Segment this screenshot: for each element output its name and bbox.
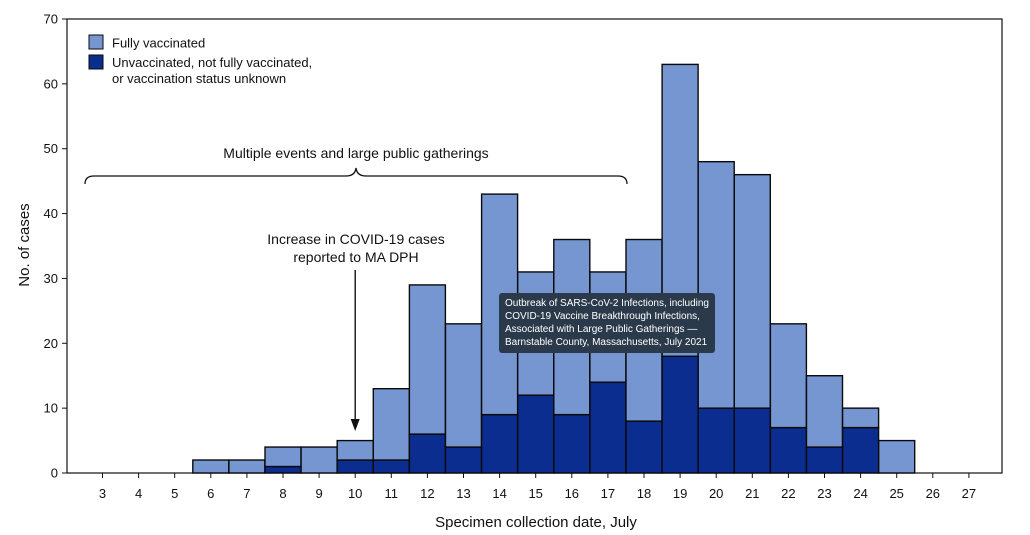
y-tick-label: 0 — [51, 466, 58, 481]
bar-fully-vaccinated — [264, 446, 302, 468]
annotations: Multiple events and large public gatheri… — [84, 145, 628, 431]
bar-unvaccinated — [444, 446, 483, 474]
x-tick-label: 26 — [926, 486, 940, 501]
x-tick-label: 11 — [385, 486, 399, 501]
x-tick-label: 25 — [889, 486, 903, 501]
x-tick-label: 5 — [171, 486, 178, 501]
bar-fully-vaccinated — [192, 459, 230, 474]
x-tick-label: 4 — [135, 486, 142, 501]
bar-unvaccinated — [480, 413, 519, 474]
bar-unvaccinated — [625, 420, 663, 474]
bar-unvaccinated — [372, 459, 410, 474]
x-tick-label: 27 — [962, 486, 976, 501]
bar-fully-vaccinated — [878, 439, 916, 474]
y-tick-label: 70 — [44, 12, 58, 27]
y-tick-label: 50 — [44, 141, 58, 156]
x-tick-label: 18 — [637, 486, 651, 501]
x-tick-label: 9 — [315, 486, 322, 501]
bar-unvaccinated — [697, 407, 735, 474]
x-tick-label: 8 — [279, 486, 286, 501]
bar-fully-vaccinated — [697, 160, 735, 409]
legend-label-unvaccinated-line2: or vaccination status unknown — [112, 71, 286, 86]
x-tick-label: 12 — [420, 486, 434, 501]
y-tick-label: 40 — [44, 206, 58, 221]
increase-arrow-head — [350, 419, 360, 431]
x-axis-title: Specimen collection date, July — [435, 514, 637, 531]
bar-unvaccinated — [841, 426, 880, 474]
gatherings-brace — [84, 167, 628, 185]
bar-fully-vaccinated — [769, 323, 808, 429]
x-tick-label: 10 — [348, 486, 362, 501]
x-tick-label: 20 — [709, 486, 723, 501]
legend-label-fully-vaccinated: Fully vaccinated — [112, 36, 205, 51]
x-tick-label: 15 — [528, 486, 542, 501]
y-tick-label: 30 — [44, 271, 58, 286]
x-tick-label: 16 — [565, 486, 579, 501]
bar-fully-vaccinated — [228, 459, 266, 474]
bar-fully-vaccinated — [408, 284, 447, 435]
x-tick-label: 21 — [745, 486, 759, 501]
bar-fully-vaccinated — [444, 323, 483, 448]
bar-fully-vaccinated — [372, 387, 410, 461]
chart-tooltip: Outbreak of SARS-CoV-2 Infections, inclu… — [499, 293, 715, 353]
x-tick-label: 14 — [492, 486, 506, 501]
y-axis-title: No. of cases — [16, 203, 33, 286]
x-tick-label: 13 — [456, 486, 470, 501]
legend: Fully vaccinated Unvaccinated, not fully … — [88, 34, 312, 86]
legend-label-unvaccinated-line1: Unvaccinated, not fully vaccinated, — [112, 55, 312, 70]
x-tick-label: 23 — [817, 486, 831, 501]
x-tick-label: 3 — [99, 486, 106, 501]
x-tick-label: 24 — [853, 486, 867, 501]
x-tick-label: 6 — [207, 486, 214, 501]
bar-unvaccinated — [733, 407, 771, 474]
y-tick-label: 60 — [44, 76, 58, 91]
x-tick-label: 7 — [243, 486, 250, 501]
bar-unvaccinated — [553, 413, 591, 474]
x-tick-label: 22 — [781, 486, 795, 501]
annotation-increase-line1: Increase in COVID-19 cases — [267, 231, 444, 247]
bar-fully-vaccinated — [733, 173, 771, 409]
bar-fully-vaccinated — [841, 407, 880, 429]
annotation-increase-line2: reported to MA DPH — [293, 249, 418, 265]
annotation-gatherings: Multiple events and large public gatheri… — [223, 145, 488, 161]
bar-fully-vaccinated — [336, 439, 374, 461]
bars-layer — [192, 63, 916, 474]
bar-unvaccinated — [661, 355, 699, 474]
bar-unvaccinated — [517, 394, 555, 474]
y-tick-label: 10 — [44, 401, 58, 416]
x-tick-label: 17 — [601, 486, 615, 501]
bar-unvaccinated — [336, 459, 374, 474]
y-tick-label: 20 — [44, 336, 58, 351]
bar-fully-vaccinated — [805, 375, 844, 448]
bar-unvaccinated — [589, 381, 627, 474]
legend-swatch-unvaccinated — [88, 54, 104, 70]
bar-unvaccinated — [264, 465, 302, 474]
bar-unvaccinated — [408, 433, 447, 474]
bar-fully-vaccinated — [300, 446, 338, 474]
legend-swatch-fully-vaccinated — [88, 34, 104, 50]
x-tick-label: 19 — [673, 486, 687, 501]
bar-unvaccinated — [805, 446, 844, 474]
bar-unvaccinated — [769, 426, 808, 474]
